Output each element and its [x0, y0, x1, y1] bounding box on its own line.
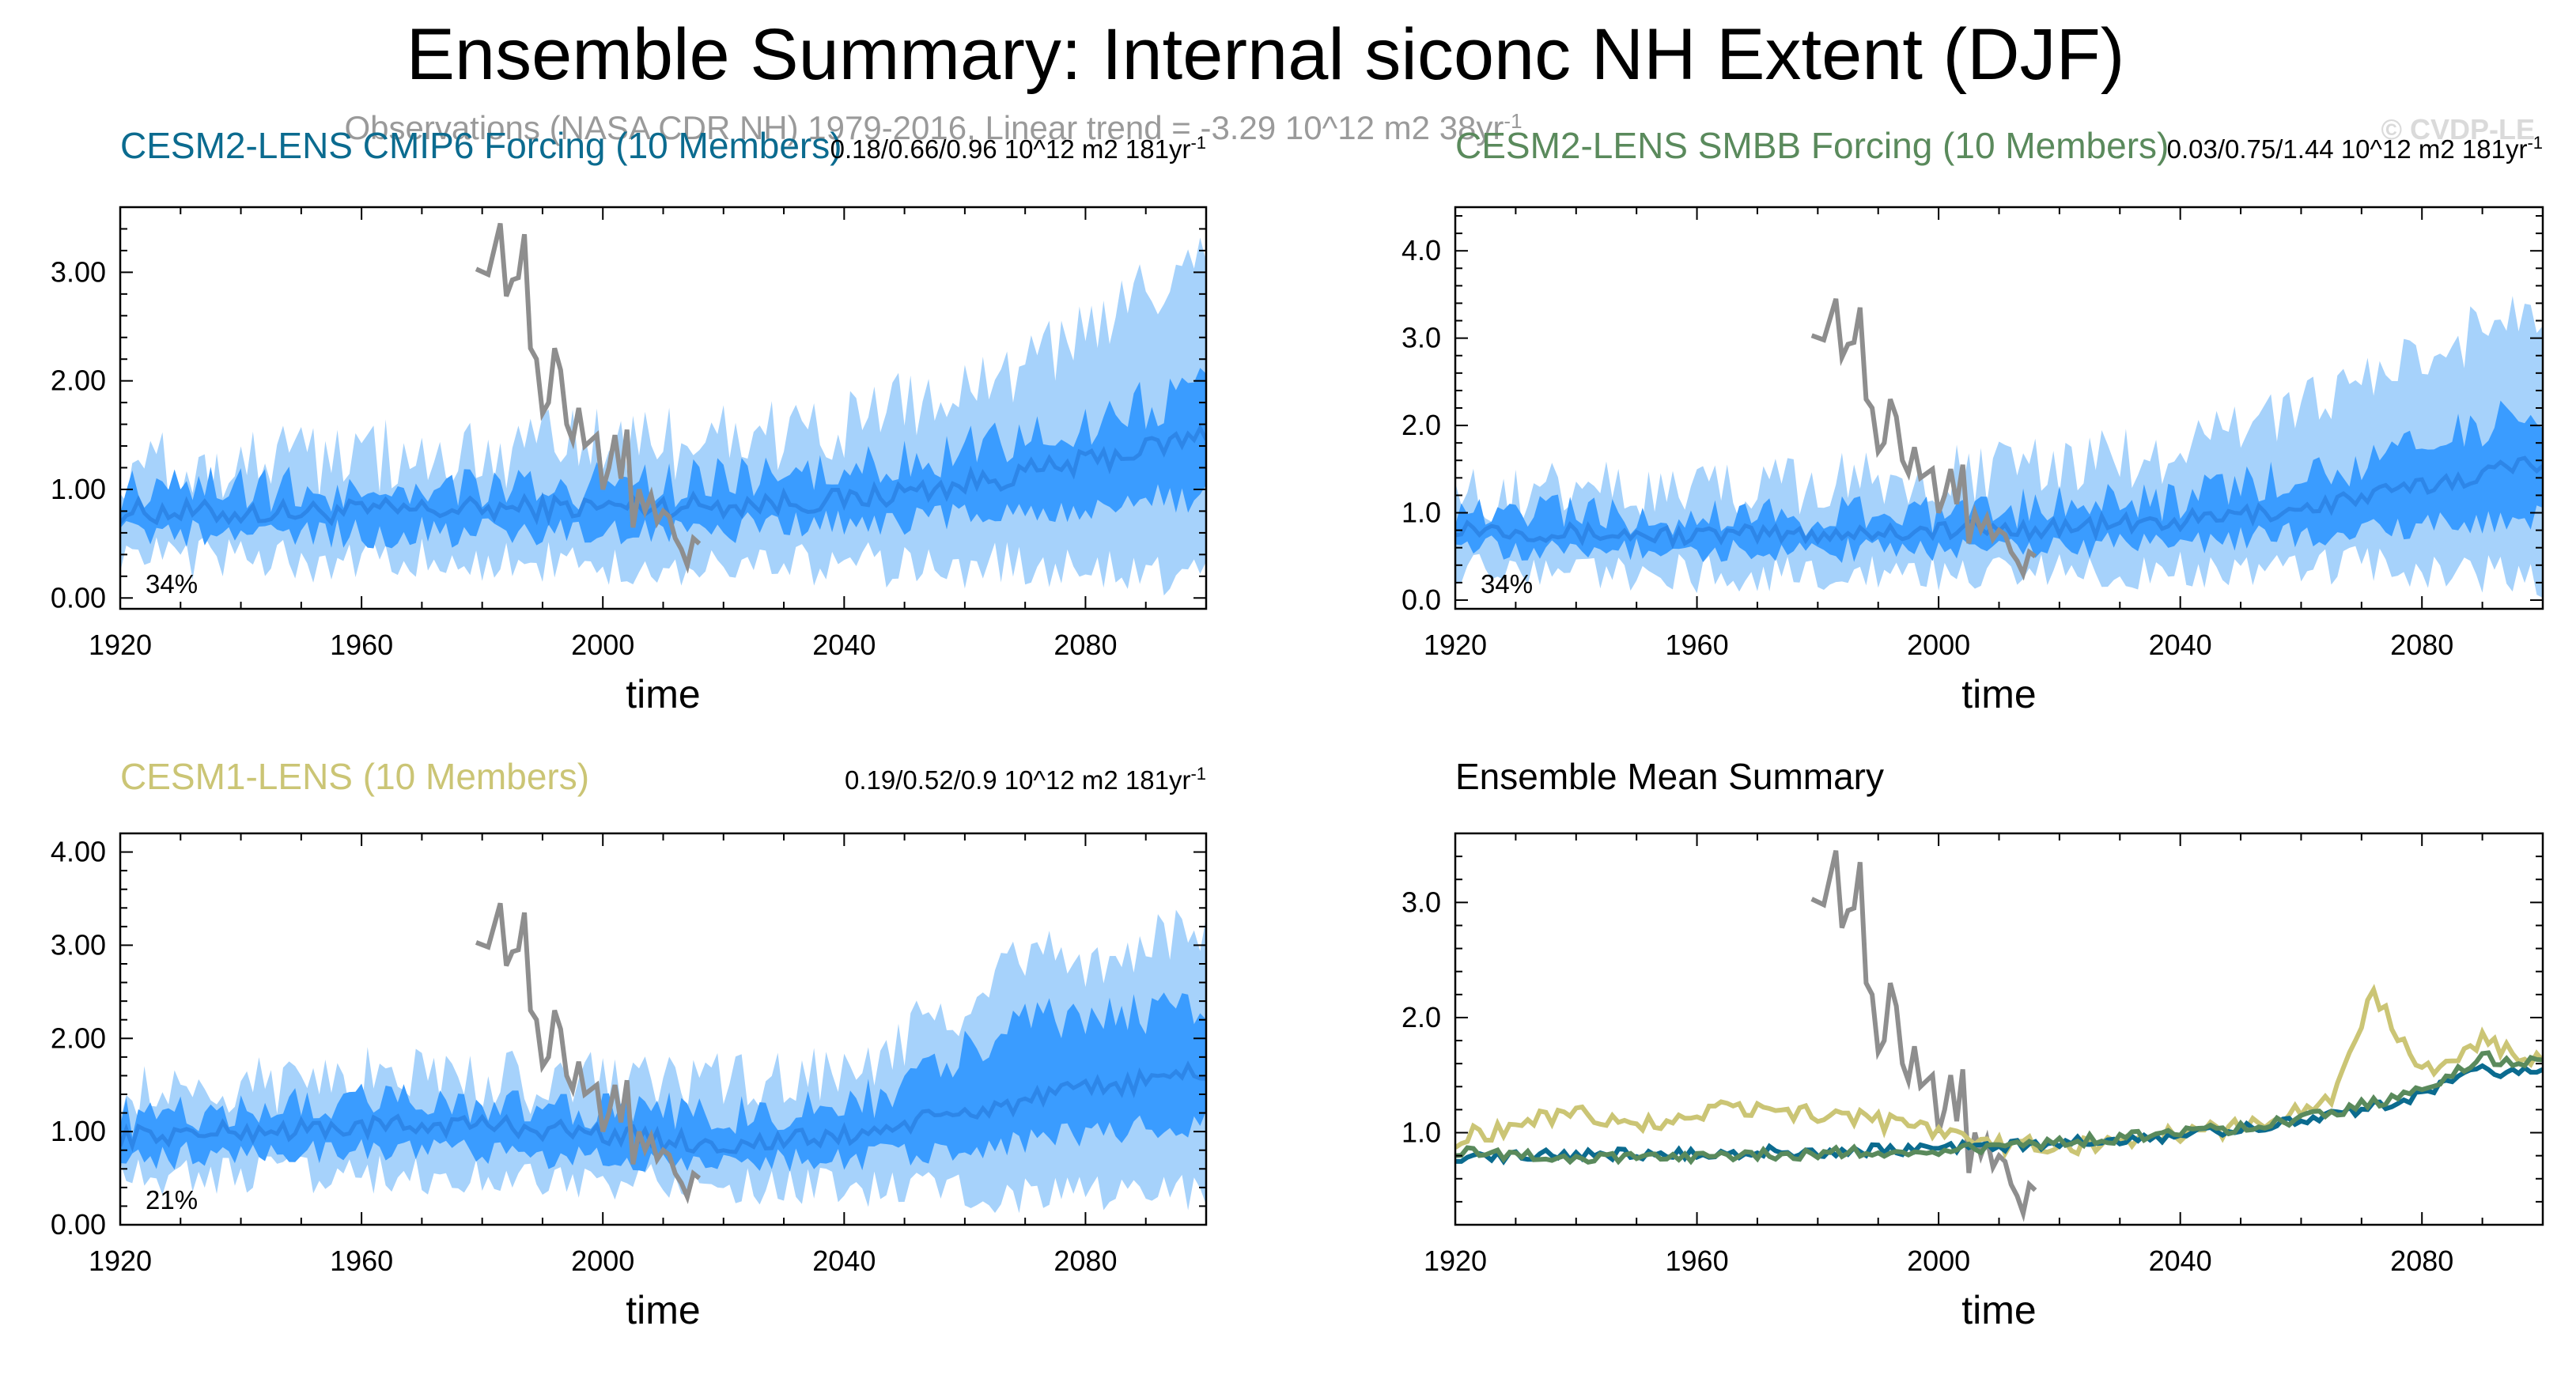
y-tick-label: 0.00 [51, 1208, 106, 1241]
y-tick-label: 0.0 [1401, 584, 1441, 616]
observations-line [1812, 851, 2036, 1214]
y-tick-label: 1.00 [51, 1115, 106, 1147]
plot-area [1455, 296, 2543, 598]
x-axis-label: time [626, 672, 700, 716]
percent-label: 21% [146, 1185, 198, 1214]
x-tick-label: 1960 [1666, 629, 1729, 661]
plot-area [120, 903, 1206, 1213]
panel-stat-main: 0.18/0.66/0.96 10^12 m2 181yr [830, 134, 1191, 164]
x-tick-label: 1960 [330, 1245, 393, 1277]
panel-title: CESM2-LENS CMIP6 Forcing (10 Members) [120, 125, 842, 166]
x-tick-label: 2080 [1053, 629, 1117, 661]
x-axis-label: time [626, 1288, 700, 1332]
x-tick-label: 2000 [571, 1245, 634, 1277]
y-tick-label: 3.00 [51, 928, 106, 961]
panel-title: CESM1-LENS (10 Members) [120, 756, 589, 797]
x-tick-label: 1960 [330, 629, 393, 661]
y-tick-label: 2.0 [1401, 1001, 1441, 1033]
panel-summary: Ensemble Mean Summary 1920 1960 2000 2040 208… [1401, 756, 2543, 1332]
x-tick-label: 2000 [1907, 629, 1970, 661]
outer-spread-band [1455, 296, 2543, 598]
x-tick-label: 2000 [571, 629, 634, 661]
panel-stat: 0.18/0.66/0.96 10^12 m2 181yr-1 [830, 133, 1206, 164]
y-tick-label: 3.0 [1401, 886, 1441, 918]
plot-area [120, 224, 1206, 595]
percent-label: 34% [1481, 569, 1533, 599]
y-tick-label: 4.0 [1401, 234, 1441, 266]
y-tick-label: 1.00 [51, 473, 106, 505]
cesm2-smbb-mean-line [1455, 1052, 2543, 1162]
y-tick-label: 2.00 [51, 365, 106, 397]
outer-spread-band [120, 238, 1206, 596]
x-tick-label: 1920 [89, 629, 152, 661]
x-tick-label: 2000 [1907, 1245, 1970, 1277]
panel-title: CESM2-LENS SMBB Forcing (10 Members) [1455, 125, 2169, 166]
plot-area [1455, 851, 2543, 1214]
plot-frame [1455, 833, 2543, 1225]
y-tick-label: 2.00 [51, 1022, 106, 1054]
x-tick-label: 1920 [1424, 1245, 1487, 1277]
y-tick-label: 1.0 [1401, 497, 1441, 529]
x-axis-label: time [1961, 672, 2036, 716]
y-tick-label: 3.0 [1401, 322, 1441, 354]
x-tick-label: 2040 [812, 1245, 876, 1277]
panel-cesm2_cmip6: CESM2-LENS CMIP6 Forcing (10 Members)0.1… [51, 125, 1206, 716]
x-tick-label: 2080 [2390, 629, 2453, 661]
panel-stat-superscript: -1 [2527, 133, 2543, 153]
x-axis-label: time [1961, 1288, 2036, 1332]
x-tick-label: 1920 [1424, 629, 1487, 661]
panels: CESM2-LENS CMIP6 Forcing (10 Members)0.1… [51, 125, 2543, 1332]
y-tick-label: 3.00 [51, 255, 106, 288]
y-tick-label: 4.00 [51, 836, 106, 868]
ensemble-summary-figure: Ensemble Summary: Internal siconc NH Ext… [0, 0, 2576, 1375]
panel-stat-superscript: -1 [1190, 133, 1206, 153]
x-tick-label: 2040 [2149, 1245, 2212, 1277]
figure-title: Ensemble Summary: Internal siconc NH Ext… [407, 14, 2125, 95]
panel-stat-main: 0.19/0.52/0.9 10^12 m2 181yr [845, 765, 1190, 795]
panel-stat: 0.03/0.75/1.44 10^12 m2 181yr-1 [2167, 133, 2543, 164]
panel-cesm1: CESM1-LENS (10 Members) 0.19/0.52/0.9 10^… [51, 756, 1206, 1332]
panel-stat-main: 0.03/0.75/1.44 10^12 m2 181yr [2167, 134, 2528, 164]
panel-cesm2_smbb: CESM2-LENS SMBB Forcing (10 Members)0.03… [1401, 125, 2543, 716]
panel-stat: 0.19/0.52/0.9 10^12 m2 181yr-1 [845, 764, 1206, 795]
panel-stat-superscript: -1 [1190, 764, 1206, 784]
x-tick-label: 2040 [2149, 629, 2212, 661]
x-tick-label: 1960 [1666, 1245, 1729, 1277]
cesm1-mean-line [1455, 990, 2543, 1154]
panel-title: Ensemble Mean Summary [1455, 756, 1884, 797]
y-tick-label: 2.0 [1401, 409, 1441, 441]
percent-label: 34% [146, 569, 198, 599]
x-tick-label: 2040 [812, 629, 876, 661]
x-tick-label: 2080 [1053, 1245, 1117, 1277]
x-tick-label: 1920 [89, 1245, 152, 1277]
y-tick-label: 1.0 [1401, 1116, 1441, 1149]
y-tick-label: 0.00 [51, 581, 106, 614]
x-tick-label: 2080 [2390, 1245, 2453, 1277]
